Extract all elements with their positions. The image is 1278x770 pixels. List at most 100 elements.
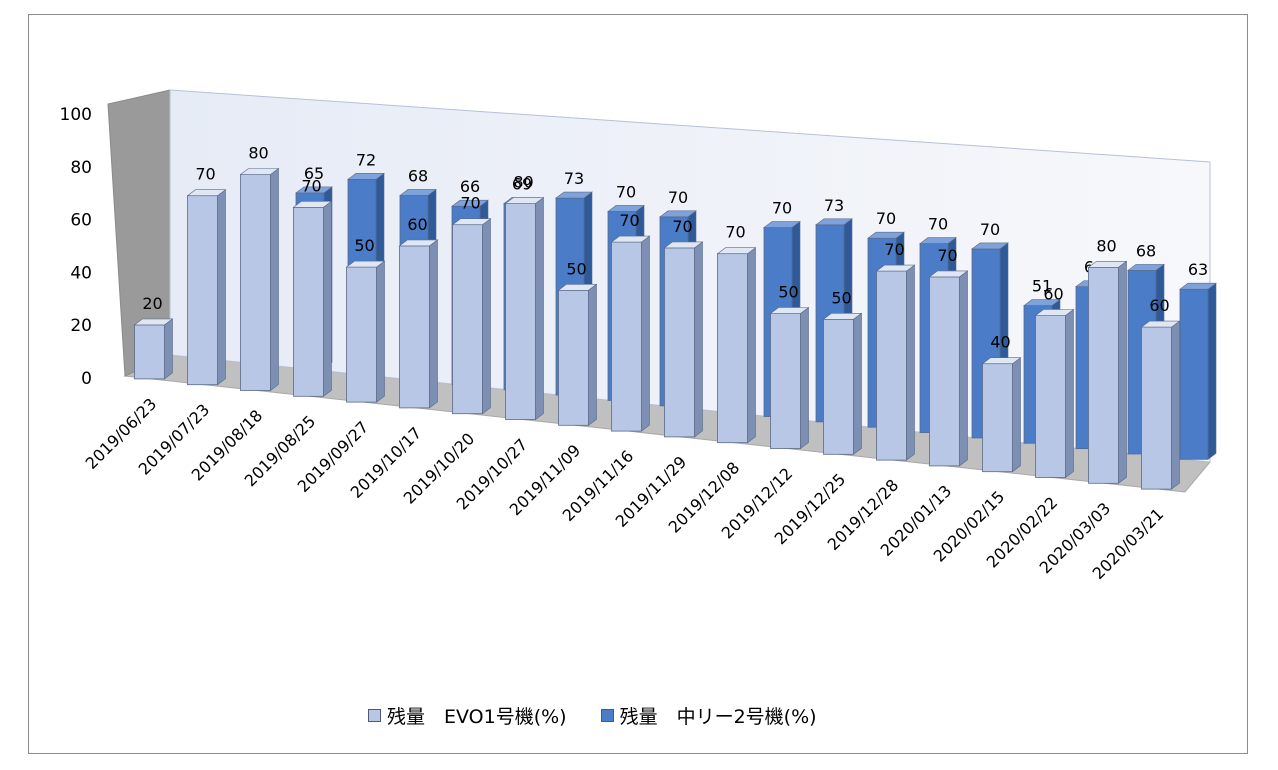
data-label-evo1: 70	[937, 246, 957, 265]
bar-nakari2-top	[919, 237, 957, 244]
y-tick-label: 80	[70, 158, 92, 178]
bar-nakari2-top	[607, 205, 645, 212]
bar-evo1-side	[588, 283, 597, 426]
data-label-evo1: 70	[195, 165, 215, 184]
bar-evo1-side	[164, 318, 173, 380]
y-tick-label: 100	[60, 105, 92, 125]
data-label-nakari2: 68	[1136, 241, 1156, 260]
bar-evo1-side	[429, 239, 438, 409]
data-label-nakari2: 51	[1032, 277, 1052, 296]
bar-evo1-side	[906, 264, 915, 461]
data-label-evo1: 70	[619, 211, 639, 230]
bar-evo1	[187, 195, 218, 386]
bar-evo1	[240, 174, 271, 391]
bar-nakari2-top	[867, 231, 905, 239]
bar-evo1	[293, 206, 324, 397]
data-label-evo1: 70	[301, 176, 321, 195]
bar-evo1-side	[853, 312, 862, 455]
y-tick-label: 0	[81, 369, 92, 389]
data-label-nakari2: 70	[980, 220, 1000, 239]
bar-evo1	[399, 245, 430, 409]
bar-evo1-top	[663, 241, 704, 249]
bar-evo1-side	[641, 235, 650, 432]
y-tick-label: 60	[70, 211, 92, 231]
data-label-evo1: 80	[248, 144, 268, 163]
legend-label-nakari2: 残量 中リー2号機(%)	[619, 706, 817, 728]
data-label-evo1: 50	[566, 259, 586, 278]
bar-evo1	[664, 247, 695, 438]
bar-nakari2-top	[1023, 299, 1061, 306]
bar-evo1	[823, 318, 854, 455]
bar-evo1-top	[1087, 260, 1128, 268]
bar-evo1-top	[398, 239, 439, 247]
bar-evo1-side	[959, 270, 968, 467]
bar-evo1-top	[769, 307, 810, 314]
data-label-nakari2: 68	[408, 166, 428, 185]
bar-evo1-side	[482, 218, 491, 415]
data-label-nakari2: 70	[668, 188, 688, 207]
bar-evo1-side	[1065, 308, 1074, 479]
data-label-evo1: 50	[831, 288, 851, 307]
bar-nakari2	[1179, 288, 1209, 460]
data-label-nakari2: 70	[772, 199, 792, 218]
bar-evo1-side	[376, 260, 385, 403]
data-label-nakari2: 70	[616, 182, 636, 201]
bar-evo1-side	[747, 247, 756, 444]
bar-evo1-top	[292, 201, 333, 208]
legend-swatch-nakari2	[600, 709, 614, 722]
bar-evo1-top	[822, 312, 863, 320]
bar-evo1	[770, 313, 801, 449]
bar-evo1	[1035, 315, 1066, 478]
bar-nakari2-side	[1207, 282, 1217, 460]
data-label-evo1: 20	[142, 294, 162, 313]
bar-evo1	[505, 203, 536, 420]
legend-item-nakari2: 残量 中リー2号機(%)	[600, 702, 817, 729]
data-label-evo1: 80	[1096, 236, 1116, 255]
legend-item-evo1: 残量 EVO1号機(%)	[368, 702, 567, 729]
data-label-nakari2: 73	[824, 196, 844, 215]
bar-evo1-top	[875, 264, 916, 272]
data-label-evo1: 60	[1149, 296, 1169, 315]
bar-evo1-side	[535, 196, 544, 421]
data-label-nakari2: 66	[460, 177, 480, 196]
data-label-evo1: 50	[778, 283, 798, 302]
bar-evo1	[452, 224, 483, 415]
data-label-evo1: 40	[990, 333, 1010, 352]
bar-evo1	[346, 266, 377, 403]
bar-nakari2-top	[451, 199, 489, 207]
y-tick-label: 20	[70, 316, 92, 336]
data-label-evo1: 70	[672, 217, 692, 236]
data-label-evo1: 70	[884, 240, 904, 259]
bar-evo1-side	[323, 200, 332, 397]
bar-evo1-top	[1140, 320, 1181, 328]
bar-evo1-top	[928, 270, 969, 278]
bar-nakari2-top	[971, 242, 1009, 250]
bar-evo1-side	[270, 167, 279, 392]
legend-label-evo1: 残量 EVO1号機(%)	[387, 706, 567, 728]
bar-evo1	[1141, 326, 1172, 490]
bar-nakari2-top	[815, 218, 853, 226]
bar-evo1	[134, 324, 165, 380]
bar-evo1-side	[1118, 260, 1127, 484]
data-label-nakari2: 63	[1188, 260, 1208, 279]
bar-evo1-top	[981, 357, 1022, 365]
data-label-nakari2: 70	[928, 215, 948, 234]
bar-evo1-side	[694, 241, 703, 438]
data-label-nakari2: 65	[304, 164, 324, 183]
data-label-nakari2: 69	[512, 174, 532, 193]
data-label-evo1: 60	[407, 215, 427, 234]
bar-evo1-top	[1034, 309, 1075, 316]
bar-evo1	[558, 289, 589, 426]
bar-evo1-side	[217, 189, 226, 386]
data-label-evo1: 70	[725, 223, 745, 242]
bar-evo1-top	[239, 168, 280, 175]
data-label-evo1: 70	[460, 194, 480, 213]
bar-evo1-side	[1012, 357, 1021, 473]
data-label-nakari2: 73	[564, 169, 584, 188]
bar-evo1-top	[451, 218, 492, 225]
bar-nakari2-top	[399, 189, 437, 196]
legend-swatch-evo1	[368, 709, 381, 722]
data-label-evo1: 50	[354, 236, 374, 255]
bar-nakari2-top	[659, 210, 697, 218]
